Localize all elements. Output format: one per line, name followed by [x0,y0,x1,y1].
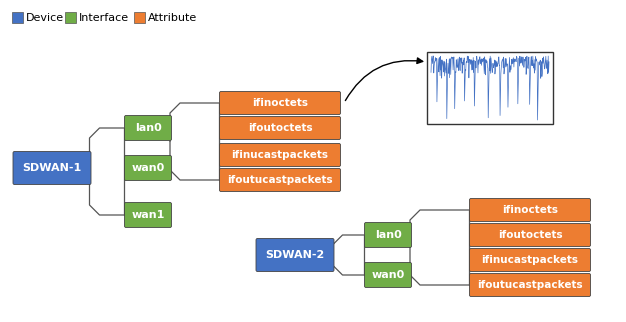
FancyBboxPatch shape [470,249,590,271]
Text: SDWAN-2: SDWAN-2 [265,250,325,260]
FancyBboxPatch shape [220,91,341,115]
FancyBboxPatch shape [256,239,334,271]
FancyBboxPatch shape [364,262,411,288]
FancyBboxPatch shape [470,223,590,247]
Text: Attribute: Attribute [148,13,197,23]
FancyBboxPatch shape [220,144,341,166]
FancyBboxPatch shape [470,273,590,297]
FancyBboxPatch shape [220,117,341,139]
Text: wan0: wan0 [131,163,165,173]
Text: ifinucastpackets: ifinucastpackets [232,150,329,160]
Text: ifinoctets: ifinoctets [252,98,308,108]
Text: Device: Device [26,13,64,23]
FancyBboxPatch shape [125,203,172,228]
FancyBboxPatch shape [12,12,23,23]
FancyBboxPatch shape [134,12,145,23]
FancyBboxPatch shape [364,223,411,248]
Text: wan0: wan0 [371,270,404,280]
Text: SDWAN-1: SDWAN-1 [23,163,81,173]
FancyBboxPatch shape [220,168,341,192]
Text: ifoutucastpackets: ifoutucastpackets [477,280,583,290]
Text: wan1: wan1 [131,210,165,220]
Bar [427,52,553,124]
Text: Interface: Interface [80,13,130,23]
FancyBboxPatch shape [470,198,590,222]
FancyBboxPatch shape [125,156,172,181]
Text: ifoutoctets: ifoutoctets [248,123,312,133]
Text: ifinoctets: ifinoctets [502,205,558,215]
FancyBboxPatch shape [13,151,91,185]
FancyBboxPatch shape [125,116,172,140]
Text: ifoutoctets: ifoutoctets [498,230,562,240]
Text: lan0: lan0 [135,123,162,133]
Text: ifinucastpackets: ifinucastpackets [481,255,578,265]
Text: lan0: lan0 [374,230,401,240]
FancyBboxPatch shape [65,12,76,23]
Text: ifoutucastpackets: ifoutucastpackets [227,175,333,185]
